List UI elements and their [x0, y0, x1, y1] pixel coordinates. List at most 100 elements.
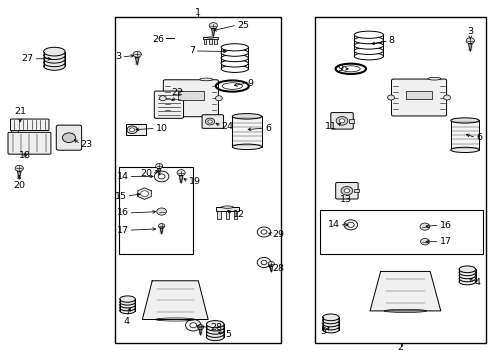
FancyBboxPatch shape [391, 79, 446, 116]
Text: 19: 19 [188, 177, 200, 186]
Circle shape [261, 230, 266, 234]
Ellipse shape [206, 330, 224, 337]
Circle shape [343, 220, 357, 230]
Circle shape [157, 208, 166, 215]
Bar [214, 40, 216, 44]
Circle shape [420, 238, 428, 245]
Text: 5: 5 [224, 330, 230, 339]
Bar [203, 37, 217, 40]
Ellipse shape [353, 47, 383, 54]
FancyBboxPatch shape [202, 115, 223, 129]
Circle shape [185, 319, 201, 331]
Ellipse shape [353, 37, 383, 44]
Circle shape [62, 133, 75, 143]
Circle shape [158, 224, 164, 228]
Text: 29: 29 [272, 230, 284, 239]
Ellipse shape [120, 302, 135, 308]
Ellipse shape [322, 323, 338, 330]
FancyBboxPatch shape [154, 91, 183, 118]
Circle shape [154, 171, 168, 182]
Text: 10: 10 [156, 124, 167, 133]
Ellipse shape [353, 31, 383, 39]
Circle shape [340, 186, 352, 195]
Circle shape [257, 257, 270, 267]
Text: 17: 17 [116, 226, 128, 235]
Text: 5: 5 [320, 327, 326, 336]
Bar [203, 40, 206, 44]
Ellipse shape [43, 58, 65, 67]
Polygon shape [138, 188, 151, 199]
Ellipse shape [43, 62, 65, 70]
Circle shape [261, 260, 266, 265]
Text: 18: 18 [19, 151, 31, 160]
Circle shape [387, 95, 394, 100]
Bar [315, 17, 485, 343]
Polygon shape [211, 28, 215, 36]
Text: 11: 11 [325, 122, 336, 131]
Ellipse shape [221, 44, 248, 51]
Circle shape [346, 222, 353, 227]
Ellipse shape [120, 296, 135, 302]
Bar [11, 130, 18, 145]
Text: 16: 16 [116, 208, 128, 217]
Text: 8: 8 [388, 36, 394, 45]
Ellipse shape [206, 324, 224, 331]
Polygon shape [157, 168, 161, 175]
Bar [178, 91, 203, 100]
Bar [126, 124, 146, 135]
Text: 15: 15 [114, 192, 126, 201]
FancyBboxPatch shape [335, 183, 357, 199]
Ellipse shape [120, 305, 135, 311]
Circle shape [155, 163, 163, 168]
Circle shape [159, 96, 166, 101]
Ellipse shape [232, 114, 261, 119]
FancyBboxPatch shape [8, 132, 51, 154]
Text: 20: 20 [140, 169, 152, 178]
Text: 23: 23 [81, 140, 93, 149]
Ellipse shape [458, 275, 475, 282]
FancyBboxPatch shape [56, 125, 81, 150]
Text: 20: 20 [13, 181, 25, 190]
Ellipse shape [43, 54, 65, 63]
Text: 6: 6 [265, 123, 271, 132]
Ellipse shape [206, 37, 214, 38]
Ellipse shape [322, 317, 338, 324]
Ellipse shape [206, 333, 224, 341]
Circle shape [129, 128, 135, 132]
Bar [348, 119, 353, 122]
Circle shape [339, 119, 344, 123]
Bar [353, 189, 358, 193]
Polygon shape [468, 44, 471, 51]
Ellipse shape [353, 53, 383, 60]
Ellipse shape [221, 65, 248, 72]
Text: 4: 4 [474, 278, 480, 287]
Ellipse shape [207, 120, 212, 123]
Text: 14: 14 [116, 172, 128, 181]
Circle shape [215, 96, 222, 101]
Ellipse shape [221, 60, 248, 67]
Ellipse shape [458, 269, 475, 276]
Text: 14: 14 [327, 220, 339, 229]
Ellipse shape [206, 321, 224, 328]
Polygon shape [135, 57, 139, 65]
Text: 16: 16 [439, 221, 450, 230]
Circle shape [419, 223, 429, 230]
Text: 3: 3 [466, 27, 472, 36]
Bar [320, 211, 483, 253]
Text: 7: 7 [188, 46, 194, 55]
Bar [209, 40, 211, 44]
Text: 26: 26 [152, 35, 164, 44]
Ellipse shape [322, 320, 338, 327]
Circle shape [209, 23, 217, 29]
Ellipse shape [232, 144, 261, 149]
Ellipse shape [221, 206, 233, 208]
FancyBboxPatch shape [10, 119, 49, 131]
Ellipse shape [322, 326, 338, 333]
Circle shape [335, 117, 347, 125]
Ellipse shape [120, 299, 135, 305]
Circle shape [127, 126, 137, 134]
FancyBboxPatch shape [330, 113, 352, 129]
FancyBboxPatch shape [163, 80, 218, 117]
Text: 28: 28 [210, 323, 222, 332]
Text: 4: 4 [124, 317, 130, 326]
